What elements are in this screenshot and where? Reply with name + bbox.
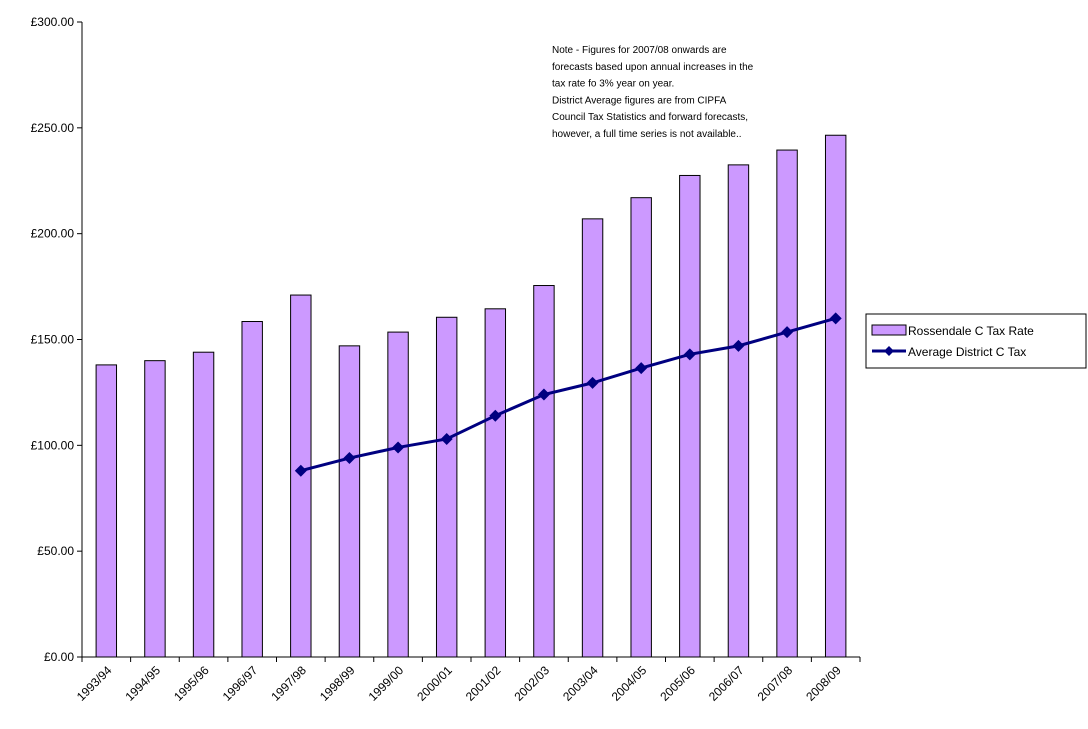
y-tick-label: £100.00 (31, 438, 75, 452)
legend-marker (884, 346, 894, 356)
bar (679, 174, 701, 658)
y-tick-label: £0.00 (44, 650, 74, 664)
x-tick-label: 2000/01 (414, 663, 455, 704)
bar (581, 218, 604, 658)
bar (192, 351, 215, 658)
x-tick-label: 1996/97 (220, 663, 261, 704)
x-tick-label: 2003/04 (560, 663, 601, 704)
bar (824, 134, 847, 658)
marker (732, 339, 745, 352)
x-tick-label: 2008/09 (803, 663, 844, 704)
marker (586, 376, 599, 389)
marker (343, 452, 356, 465)
annotation: Council Tax Statistics and forward forec… (552, 112, 748, 123)
legend-box (865, 313, 1087, 369)
line (300, 316, 837, 473)
marker (392, 441, 405, 454)
x-tick-label: 1997/98 (268, 663, 309, 704)
x-tick-label: 2006/07 (706, 663, 747, 704)
marker (781, 326, 794, 339)
y-tick-label: £300.00 (31, 15, 75, 29)
bar (241, 321, 263, 658)
bar (435, 316, 458, 658)
y-tick-label: £200.00 (31, 227, 75, 241)
bar (630, 197, 652, 658)
marker (440, 432, 453, 445)
marker (829, 312, 842, 325)
bar (776, 149, 798, 658)
x-tick-label: 2004/05 (609, 663, 650, 704)
bar (727, 164, 750, 658)
x-tick-label: 2005/06 (657, 663, 698, 704)
x-tick-label: 1993/94 (74, 663, 115, 704)
marker (635, 362, 648, 375)
bar (484, 308, 507, 658)
bar (533, 285, 555, 658)
annotation: Note - Figures for 2007/08 onwards are (552, 45, 727, 56)
x-tick-label: 2002/03 (511, 663, 552, 704)
x-tick-label: 1994/95 (122, 663, 163, 704)
bar (144, 360, 166, 658)
annotation: forecasts based upon annual increases in… (552, 62, 754, 73)
bar (387, 331, 409, 658)
annotation: however, a full time series is not avail… (552, 129, 742, 140)
x-tick-label: 2001/02 (463, 663, 504, 704)
legend-label: Rossendale C Tax Rate (908, 324, 1034, 338)
x-tick-label: 1999/00 (366, 663, 407, 704)
marker (683, 348, 696, 361)
bar (95, 364, 118, 658)
x-tick-label: 1998/99 (317, 663, 358, 704)
x-tick-label: 2007/08 (755, 663, 796, 704)
x-tick-label: 1995/96 (171, 663, 212, 704)
marker (537, 388, 550, 401)
marker (489, 409, 502, 422)
y-tick-label: £250.00 (31, 121, 75, 135)
bar (338, 345, 361, 658)
annotation: tax rate fo 3% year on year. (552, 79, 674, 90)
annotation: District Average figures are from CIPFA (552, 95, 727, 106)
legend-swatch (871, 324, 907, 336)
y-tick-label: £50.00 (37, 544, 74, 558)
legend-label: Average District C Tax (908, 345, 1026, 359)
y-tick-label: £150.00 (31, 333, 75, 347)
marker (294, 464, 307, 477)
